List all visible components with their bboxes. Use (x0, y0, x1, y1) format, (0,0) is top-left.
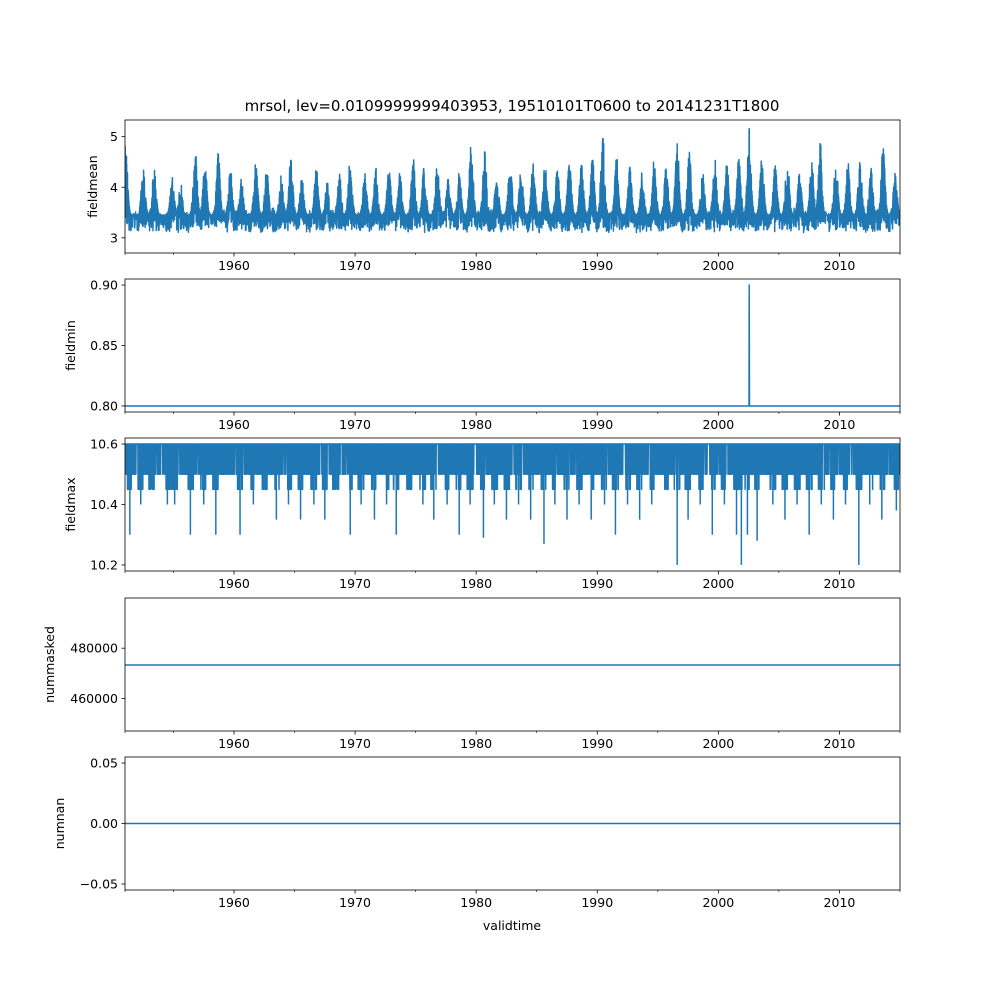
x-tick-label: 2000 (702, 576, 734, 591)
y-tick-label: 3 (110, 230, 118, 245)
y-tick-label: 10.2 (90, 557, 118, 572)
x-tick-label: 2010 (824, 736, 856, 751)
x-tick-label: 1960 (218, 736, 250, 751)
series-line-fieldmean (125, 127, 900, 234)
subplots: 3 4 5 1960 1970 1980 1990 2000 2010 fieldmean 0.80… (42, 119, 901, 910)
y-tick-label: 0.90 (90, 278, 118, 293)
x-axis-label: validtime (483, 918, 541, 933)
x-tick-label: 1970 (339, 736, 371, 751)
x-tick-label: 1970 (339, 258, 371, 273)
series-line-fieldmin (125, 284, 900, 407)
subplot-fieldmin: 0.80 0.85 0.90 1960 1970 1980 1990 2000 2010 fiel… (63, 278, 901, 432)
x-tick-label: 1980 (460, 417, 492, 432)
y-tick-label: 0.85 (90, 338, 118, 353)
x-tick-label: 1960 (218, 576, 250, 591)
x-tick-label: 1980 (460, 736, 492, 751)
y-tick-label: 0.00 (90, 816, 118, 831)
x-tick-label: 1990 (581, 576, 613, 591)
x-tick-label: 1980 (460, 576, 492, 591)
subplot-numnan: −0.05 0.00 0.05 1960 1970 1980 1990 2000 2010 num… (52, 756, 901, 910)
x-tick-label: 1990 (581, 736, 613, 751)
y-tick-label: 480000 (70, 641, 118, 656)
x-tick-label: 2010 (824, 895, 856, 910)
x-tick-label: 1980 (460, 258, 492, 273)
x-tick-label: 1960 (218, 895, 250, 910)
series-line-fieldmax (125, 443, 900, 491)
x-tick-label: 2000 (702, 258, 734, 273)
y-axis-label-fieldmax: fieldmax (63, 477, 78, 531)
y-tick-label: 0.05 (90, 756, 118, 771)
x-tick-label: 1970 (339, 417, 371, 432)
y-tick-label: 10.6 (90, 437, 118, 452)
subplot-fieldmean: 3 4 5 1960 1970 1980 1990 2000 2010 fieldmean (85, 119, 901, 273)
y-axis-label-fieldmin: fieldmin (63, 320, 78, 371)
y-tick-label: 460000 (70, 691, 118, 706)
x-tick-label: 1970 (339, 895, 371, 910)
y-axis-label-nummasked: nummasked (42, 626, 57, 703)
y-tick-label: 5 (110, 129, 118, 144)
axes-frame (124, 119, 901, 254)
chart-title: mrsol, lev=0.0109999999403953, 19510101T… (245, 97, 780, 115)
x-tick-label: 2000 (702, 895, 734, 910)
x-tick-label: 2000 (702, 417, 734, 432)
x-tick-label: 1990 (581, 417, 613, 432)
y-tick-label: 10.4 (90, 497, 118, 512)
x-tick-label: 2000 (702, 736, 734, 751)
x-tick-label: 1960 (218, 417, 250, 432)
y-tick-label: 0.80 (90, 398, 118, 413)
y-axis-label-numnan: numnan (52, 798, 67, 850)
y-axis-label-fieldmean: fieldmean (85, 155, 100, 217)
x-tick-label: 1990 (581, 895, 613, 910)
x-tick-label: 1970 (339, 576, 371, 591)
y-tick-label: 4 (110, 180, 118, 195)
axes-frame (124, 597, 901, 732)
x-tick-label: 1980 (460, 895, 492, 910)
subplot-nummasked: 460000 480000 1960 1970 1980 1990 2000 2010 numm… (42, 597, 901, 751)
x-tick-label: 2010 (824, 258, 856, 273)
y-tick-label: −0.05 (80, 876, 118, 891)
x-tick-label: 2010 (824, 576, 856, 591)
subplot-fieldmax: 10.2 10.4 10.6 1960 1970 1980 1990 2000 2010 fiel… (63, 437, 901, 591)
x-tick-label: 2010 (824, 417, 856, 432)
x-tick-label: 1960 (218, 258, 250, 273)
x-tick-label: 1990 (581, 258, 613, 273)
